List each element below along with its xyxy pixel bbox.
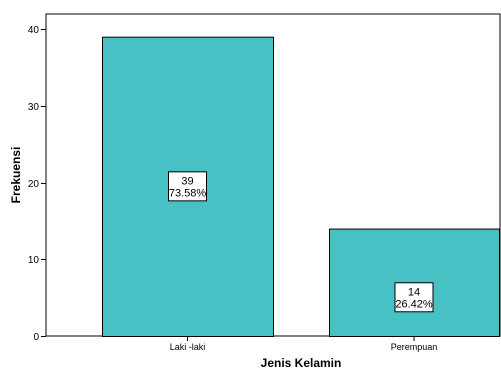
- data-label-percent: 26.42%: [395, 298, 433, 310]
- x-tick-label: Laki -laki: [170, 342, 206, 352]
- y-tick-label: 20: [28, 179, 40, 190]
- x-tick-label: Perempuan: [391, 342, 438, 352]
- data-label-count: 14: [408, 286, 420, 298]
- y-tick-label: 10: [28, 255, 40, 266]
- y-tick-label: 40: [28, 25, 40, 36]
- y-tick-label: 30: [28, 102, 40, 113]
- x-axis-title: Jenis Kelamin: [261, 356, 342, 370]
- data-label-box: [168, 171, 207, 202]
- data-label-count: 39: [181, 175, 193, 187]
- data-label-percent: 73.58%: [169, 187, 207, 199]
- y-axis: 0 10 20 30 40: [28, 25, 46, 343]
- y-tick-label: 0: [33, 332, 39, 343]
- x-axis: Laki -laki Perempuan: [170, 336, 438, 352]
- y-axis-title: Frekuensi: [9, 147, 23, 204]
- data-label-box: [394, 282, 434, 313]
